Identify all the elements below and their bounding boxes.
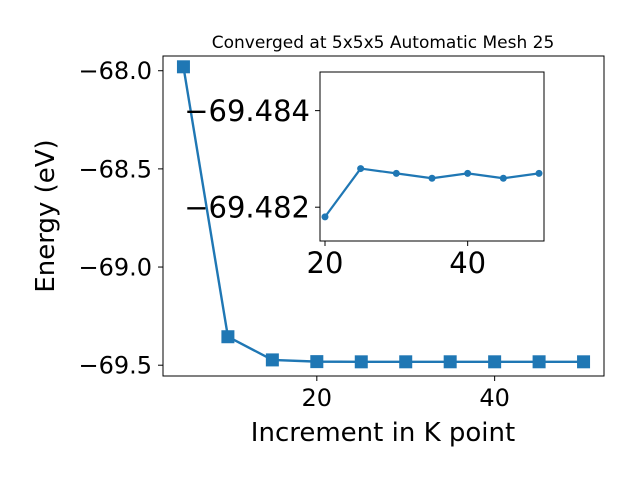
x-axis-title: Increment in K point bbox=[251, 418, 515, 448]
main-data-point bbox=[354, 355, 368, 369]
inset-data-point bbox=[464, 169, 472, 177]
inset-y-tick-label: −69.484 bbox=[184, 94, 310, 128]
inset-data-point bbox=[535, 169, 543, 177]
main-x-tick-label: 20 bbox=[302, 384, 333, 412]
inset-background bbox=[320, 72, 544, 241]
main-series bbox=[176, 60, 591, 369]
main-data-point bbox=[221, 330, 235, 344]
inset-data-point bbox=[357, 165, 365, 173]
main-data-point bbox=[265, 353, 279, 367]
main-data-point bbox=[443, 355, 457, 369]
inset-y-tick-label: −69.482 bbox=[184, 190, 310, 224]
inset-plot-frame bbox=[319, 71, 545, 242]
inset-y-ticks: −69.482 −69.484 bbox=[184, 94, 320, 224]
inset-series bbox=[321, 165, 543, 221]
inset-data-point bbox=[428, 174, 436, 182]
inset-x-tick-label: 40 bbox=[449, 246, 486, 280]
main-plot-frame bbox=[162, 55, 605, 377]
chart-title: Converged at 5x5x5 Automatic Mesh 25 bbox=[212, 33, 555, 53]
main-y-ticks: −68.0 −68.5 −69.0 −69.5 bbox=[78, 57, 163, 380]
main-data-point bbox=[532, 355, 546, 369]
main-y-tick-label: −69.0 bbox=[78, 253, 152, 281]
inset-axes: 20 40 −69.482−69.484 bbox=[184, 71, 545, 280]
main-x-tick-label: 40 bbox=[479, 384, 510, 412]
main-x-ticks: 20 40 bbox=[302, 376, 510, 412]
inset-x-ticks: 20 40 bbox=[307, 241, 486, 280]
inset-data-point bbox=[321, 213, 329, 221]
main-data-point bbox=[399, 355, 413, 369]
main-y-tick-label: −68.5 bbox=[78, 155, 152, 183]
main-y-tick-label: −69.5 bbox=[78, 352, 152, 380]
main-data-point bbox=[176, 60, 190, 74]
main-y-tick-label: −68.0 bbox=[78, 57, 152, 85]
main-data-point bbox=[310, 355, 324, 369]
y-axis-title: Energy (eV) bbox=[31, 139, 61, 292]
main-series-line bbox=[182, 66, 584, 364]
main-data-point bbox=[488, 355, 502, 369]
main-data-point bbox=[577, 355, 591, 369]
inset-data-point bbox=[499, 174, 507, 182]
main-axes: 20 40 −68.0−68.5−69.0−69.5 Converged at 5… bbox=[31, 33, 605, 448]
inset-x-tick-label: 20 bbox=[307, 246, 344, 280]
inset-data-point bbox=[392, 169, 400, 177]
